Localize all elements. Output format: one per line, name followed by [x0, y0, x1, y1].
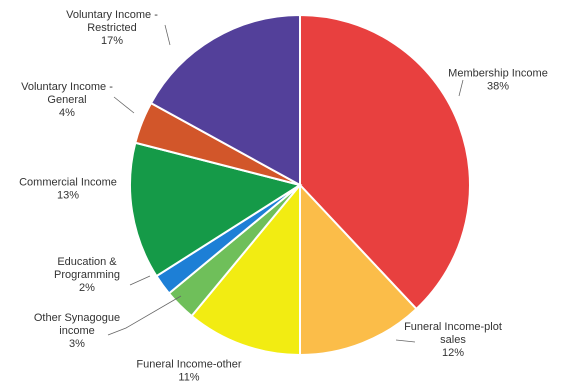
- slice-label-6: Voluntary Income -General 4%: [21, 81, 113, 119]
- slice-label-line: Funeral Income-plot: [404, 321, 502, 333]
- slice-label-line: Restricted: [87, 22, 137, 34]
- slice-label-line: income: [59, 325, 94, 337]
- leader-line-0: [459, 80, 463, 96]
- slice-label-line: sales: [440, 334, 466, 346]
- slice-label-1: Funeral Income-plot sales 12%: [404, 321, 502, 359]
- slice-percent: 12%: [442, 347, 464, 359]
- slice-label-7: Voluntary Income -Restricted 17%: [66, 9, 158, 47]
- slice-percent: 2%: [79, 282, 95, 294]
- slice-label-line: Funeral Income-other: [136, 359, 241, 371]
- slice-percent: 38%: [487, 81, 509, 93]
- slice-label-5: Commercial Income 13%: [19, 177, 117, 202]
- leader-line-4: [130, 276, 150, 285]
- leader-line-1: [396, 340, 415, 342]
- slice-label-line: Other Synagogue: [34, 312, 120, 324]
- slice-label-line: Voluntary Income -: [66, 9, 158, 21]
- leader-line-7: [165, 25, 170, 45]
- slice-percent: 4%: [59, 107, 75, 119]
- leader-line-6: [114, 97, 134, 113]
- slice-label-line: Voluntary Income -: [21, 81, 113, 93]
- slice-label-3: Other Synagogue income 3%: [34, 312, 120, 350]
- slice-label-0: Membership Income 38%: [448, 68, 548, 93]
- slice-label-4: Education & Programming 2%: [54, 256, 120, 294]
- slice-label-line: Programming: [54, 269, 120, 281]
- slice-label-line: Education &: [57, 256, 117, 268]
- slice-label-line: General: [47, 94, 86, 106]
- pie-slices: [130, 15, 470, 355]
- slice-percent: 17%: [101, 35, 123, 47]
- slice-label-line: Membership Income: [448, 68, 548, 80]
- slice-percent: 3%: [69, 338, 85, 350]
- slice-label-2: Funeral Income-other 11%: [136, 359, 241, 384]
- slice-percent: 13%: [57, 190, 79, 202]
- slice-label-line: Commercial Income: [19, 177, 117, 189]
- slice-percent: 11%: [178, 372, 199, 384]
